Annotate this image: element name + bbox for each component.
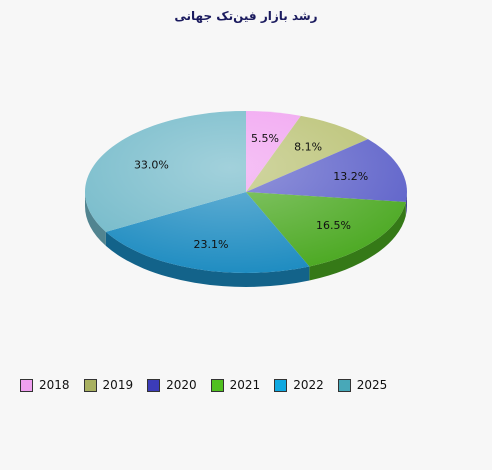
legend-label: 2021 [229, 378, 261, 392]
legend-swatch [20, 378, 33, 392]
legend-swatch [83, 378, 97, 392]
legend-swatch [210, 378, 224, 392]
pie-sides [85, 192, 407, 288]
legend-item-2021: 2021 [210, 378, 261, 392]
legend-item-2019: 2019 [83, 378, 134, 392]
legend-label: 2019 [102, 378, 134, 392]
legend-label: 2025 [356, 378, 388, 392]
legend-item-2020: 2020 [147, 378, 197, 392]
pie-side-2020 [405, 192, 407, 216]
legend: 2018 2019 2020 2021 2022 2025 [20, 378, 401, 392]
pie-label-2021: 16.5% [316, 219, 351, 232]
pie-gloss [85, 111, 407, 273]
legend-swatch [337, 378, 351, 392]
pie-side-2021 [309, 201, 406, 281]
pie-labels: 5.5% 8.1% 13.2% 16.5% 23.1% 33.0% [134, 132, 368, 251]
pie-side-2025 [85, 192, 106, 246]
legend-label: 2020 [166, 378, 197, 392]
legend-label: 2022 [293, 378, 324, 392]
legend-swatch [147, 378, 161, 392]
legend-label: 2018 [39, 378, 70, 392]
legend-item-2018: 2018 [20, 378, 70, 392]
pie-label-2020: 13.2% [333, 170, 368, 183]
pie-label-2018: 5.5% [251, 132, 279, 145]
legend-item-2022: 2022 [274, 378, 324, 392]
pie-side-2022 [105, 231, 310, 288]
legend-item-2025: 2025 [337, 378, 388, 392]
legend-swatch [274, 378, 288, 392]
chart-title: رشد بازار فین‌تک جهانی [174, 9, 318, 23]
pie-label-2019: 8.1% [294, 141, 322, 154]
pie-label-2022: 23.1% [194, 238, 229, 251]
pie-slices [84, 111, 407, 273]
pie-label-2025: 33.0% [134, 158, 169, 171]
